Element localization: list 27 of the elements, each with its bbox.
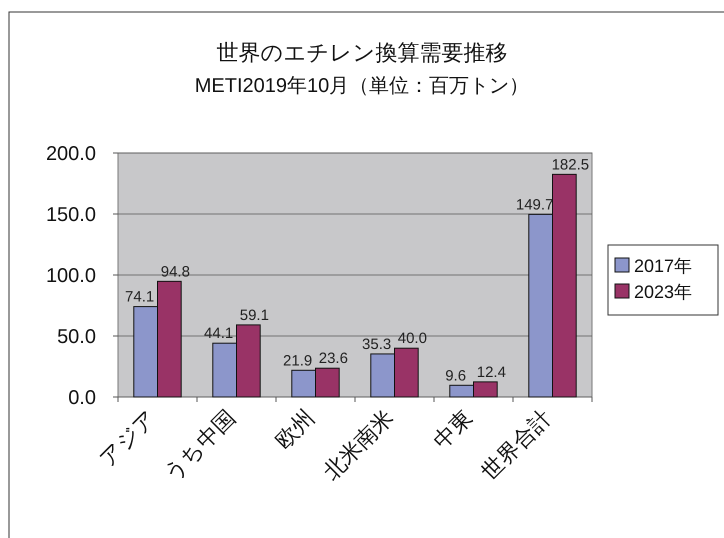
data-label: 9.6 — [445, 367, 466, 384]
data-label: 59.1 — [240, 306, 269, 324]
data-label: 12.4 — [476, 364, 506, 381]
y-tick-label: 200.0 — [46, 143, 96, 165]
y-tick-label: 100.0 — [46, 265, 96, 287]
legend-label: 2023年 — [634, 282, 692, 302]
x-tick-label: 北米南米 — [318, 404, 398, 485]
data-label: 35.3 — [362, 336, 392, 353]
x-tick-label: 中東 — [428, 404, 478, 454]
y-tick-label: 50.0 — [57, 326, 96, 348]
y-tick-label: 150.0 — [46, 204, 96, 226]
y-tick-label: 0.0 — [68, 387, 96, 409]
chart-title: 世界のエチレン換算需要推移 — [216, 40, 508, 65]
x-tick-label: アジア — [94, 404, 162, 472]
x-tick-label: うち中国 — [158, 404, 240, 486]
data-label: 40.0 — [398, 330, 427, 348]
data-label: 44.1 — [204, 325, 234, 342]
legend-label: 2017年 — [634, 256, 692, 276]
data-label: 182.5 — [552, 156, 590, 174]
data-label: 149.7 — [516, 196, 554, 214]
x-tick-label: 世界合計 — [476, 404, 556, 485]
x-tick-label: 欧州 — [270, 404, 320, 454]
data-label: 74.1 — [125, 288, 154, 306]
data-label: 94.8 — [160, 263, 190, 280]
chart-subtitle: METI2019年10月（単位：百万トン） — [194, 75, 530, 97]
data-label: 23.6 — [318, 350, 348, 368]
data-label: 21.9 — [283, 352, 312, 370]
